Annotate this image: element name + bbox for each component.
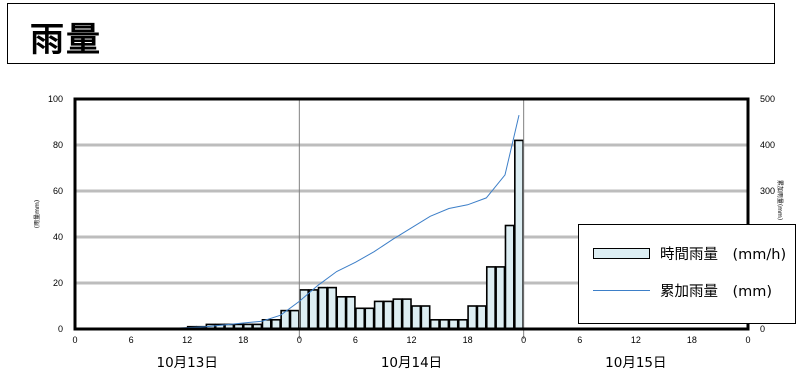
hourly-bar: [420, 305, 431, 330]
plot-frame: [73, 97, 750, 331]
hourly-bar: [485, 266, 496, 330]
hourly-bar: [364, 307, 375, 330]
left-axis-ticks: 0 20 40 60 80 100: [48, 94, 63, 334]
x-tick-label: 0: [745, 335, 750, 345]
left-tick-label: 100: [48, 94, 63, 104]
x-tick-label: 0: [521, 335, 526, 345]
cumulative-rain-line: [149, 114, 520, 330]
x-tick-label: 12: [182, 335, 192, 345]
x-tick-label: 6: [577, 335, 582, 345]
hourly-bar: [308, 289, 319, 330]
day-separators: [298, 99, 525, 339]
x-tick-label: 6: [353, 335, 358, 345]
legend-hourly-label: 時間雨量 (mm/h): [660, 246, 787, 263]
x-tick-label: 18: [238, 335, 248, 345]
x-tick-label: 18: [687, 335, 697, 345]
legend-item-cumulative: 累加雨量 (mm): [593, 280, 772, 300]
hourly-bar: [345, 295, 356, 330]
hourly-bar: [411, 305, 422, 330]
right-tick-label: 0: [760, 324, 765, 334]
hourly-bar: [504, 224, 515, 330]
hourly-bar: [355, 307, 366, 330]
left-tick-label: 80: [53, 140, 63, 150]
hourly-bar: [392, 298, 403, 330]
x-tick-label: 0: [297, 335, 302, 345]
hourly-bar: [383, 300, 394, 330]
hourly-bar: [476, 305, 487, 330]
x-tick-label: 12: [631, 335, 641, 345]
hourly-bar: [336, 295, 347, 330]
hourly-bar: [401, 298, 412, 330]
hourly-bar: [289, 309, 300, 330]
hourly-bar: [467, 305, 478, 330]
title-box: 雨量: [7, 3, 775, 64]
legend: 時間雨量 (mm/h) 累加雨量 (mm): [578, 224, 796, 324]
hourly-bar: [514, 139, 524, 330]
day-label: 10月15日: [605, 355, 666, 371]
hourly-bar: [373, 300, 384, 330]
right-tick-label: 300: [760, 186, 775, 196]
x-axis-ticks: 0 6 12 18 0 6 12 18 0 6 12 18 0: [72, 335, 750, 345]
day-labels: 10月13日 10月14日 10月15日: [156, 355, 666, 371]
x-tick-label: 18: [463, 335, 473, 345]
hourly-bar: [299, 289, 309, 330]
left-tick-label: 20: [53, 278, 63, 288]
right-tick-label: 500: [760, 94, 775, 104]
left-axis-label: (雨量mm): [34, 200, 41, 228]
legend-cumulative-label: 累加雨量 (mm): [660, 283, 773, 300]
day-label: 10月14日: [381, 355, 442, 371]
x-tick-label: 12: [406, 335, 416, 345]
hourly-bar: [317, 286, 328, 330]
day-label: 10月13日: [156, 355, 217, 371]
right-tick-label: 400: [760, 140, 775, 150]
legend-bar-swatch: [593, 247, 650, 259]
left-tick-label: 60: [53, 186, 63, 196]
x-tick-label: 6: [129, 335, 134, 345]
legend-item-hourly: 時間雨量 (mm/h): [593, 243, 786, 263]
page-title: 雨量: [30, 20, 102, 60]
left-tick-label: 0: [58, 324, 63, 334]
x-tick-label: 0: [72, 335, 77, 345]
right-axis-label: 累加雨量(mm): [776, 180, 784, 220]
hourly-bar: [495, 266, 506, 330]
legend-line-swatch: [593, 289, 650, 291]
left-tick-label: 40: [53, 232, 63, 242]
hourly-bar: [327, 286, 338, 330]
hourly-rain-bars: [186, 139, 524, 330]
